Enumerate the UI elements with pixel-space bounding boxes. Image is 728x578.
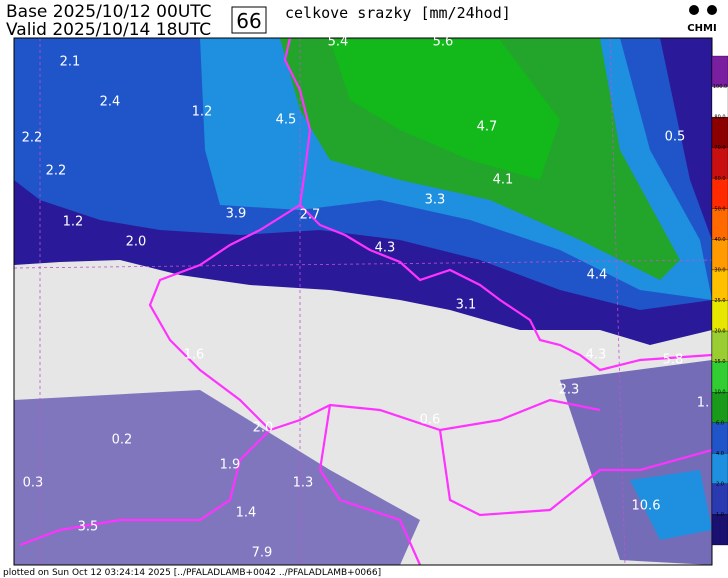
value-label: 4.3	[586, 348, 607, 363]
value-label: 0.2	[112, 433, 133, 448]
colorbar-swatch	[711, 116, 728, 148]
colorbar-label: 6.0	[716, 420, 724, 426]
value-label: 3.5	[78, 520, 99, 535]
colorbar-swatch	[711, 392, 728, 423]
colorbar-swatch	[711, 239, 728, 271]
precip-area	[630, 470, 712, 540]
colorbar-label: 60.0	[714, 176, 725, 182]
colorbar-label: 2.0	[716, 481, 724, 487]
value-label: 3.3	[425, 193, 446, 208]
value-label: 5.8	[663, 353, 684, 368]
footer: plotted on Sun Oct 12 03:24:14 2025 [../…	[3, 568, 381, 578]
value-label: 1.4	[236, 506, 257, 521]
colorbar-label: 40.0	[714, 237, 725, 243]
colorbar-swatch	[711, 86, 728, 118]
colorbar-swatch	[711, 147, 728, 179]
colorbar-label: 20.0	[714, 329, 725, 335]
value-label: 3.1	[456, 298, 477, 313]
base-time: Base 2025/10/12 00UTC	[6, 2, 212, 22]
value-label: 4.3	[375, 241, 396, 256]
value-label: 2.7	[300, 208, 321, 223]
value-label: 0.6	[420, 413, 441, 428]
value-label: 2.3	[559, 383, 580, 398]
colorbar-swatch	[711, 483, 728, 515]
value-label: 4.4	[587, 268, 608, 283]
value-label: 5.4	[328, 35, 349, 50]
value-label: 4.1	[493, 173, 514, 188]
colorbar-label: 10.0	[714, 390, 725, 396]
colorbar-label: 1.0	[716, 512, 724, 518]
value-label: 2.2	[22, 131, 43, 146]
colorbar-swatch	[711, 453, 728, 485]
logo-mark	[689, 5, 699, 15]
map-title: celkove srazky [mm/24hod]	[285, 4, 511, 22]
value-label: 1.2	[63, 215, 84, 230]
value-label: 7.9	[252, 546, 273, 561]
colorbar-label: 80.0	[714, 115, 725, 121]
colorbar-swatch	[711, 361, 728, 393]
map	[13, 37, 713, 566]
value-label: 2.2	[46, 164, 67, 179]
colorbar-swatch	[711, 514, 728, 546]
colorbar-label: 50.0	[714, 206, 725, 212]
precip-area	[330, 40, 560, 180]
value-label: 10.6	[632, 499, 661, 514]
value-label: 1.3	[293, 476, 314, 491]
value-label: 1.6	[184, 348, 205, 363]
colorbar-swatch	[711, 178, 728, 209]
value-label: 2.4	[100, 95, 121, 110]
colorbar-label: 30.0	[714, 267, 725, 273]
borders	[19, 38, 712, 565]
value-label: 2.1	[60, 55, 81, 70]
value-label: 5.6	[433, 35, 454, 50]
colorbar-label: 4.0	[716, 451, 724, 457]
logo: CHMI	[687, 23, 716, 34]
colorbar-swatch	[711, 55, 728, 87]
value-label: 4.5	[276, 113, 297, 128]
colorbar: 100.0 80.0 70.0 60.0 50.0 40.0 30.0 25.0 20.0 15.…	[711, 55, 728, 546]
value-label: 2.0	[253, 421, 274, 436]
grid-lines	[14, 38, 712, 565]
value-label: 0.5	[665, 130, 686, 145]
value-label: 3.9	[226, 207, 247, 222]
value-label: 4.7	[477, 120, 498, 135]
colorbar-label: 100.0	[713, 84, 727, 90]
colorbar-swatch	[711, 300, 728, 332]
forecast-hour: 66	[236, 9, 261, 33]
value-label: 1.	[697, 396, 709, 411]
value-labels: 5.4 5.6 2.1 2.4 1.2 4.5 4.7 2.2 0.5 2.2 3.3 4.1 3.9 2…	[22, 35, 710, 561]
colorbar-swatch	[711, 330, 728, 362]
colorbar-label: 25.0	[714, 298, 725, 304]
value-label: 0.3	[23, 476, 44, 491]
value-label: 1.9	[220, 458, 241, 473]
run-box	[231, 6, 267, 34]
colorbar-swatch	[711, 269, 728, 301]
valid-time: Valid 2025/10/14 18UTC	[6, 20, 211, 40]
colorbar-label: 70.0	[714, 145, 725, 151]
value-label: 1.2	[192, 105, 213, 120]
value-label: 2.0	[126, 235, 147, 250]
colorbar-label: 15.0	[714, 359, 725, 365]
colorbar-swatch	[711, 208, 728, 240]
logo-mark	[707, 5, 717, 15]
colorbar-swatch	[711, 422, 728, 454]
